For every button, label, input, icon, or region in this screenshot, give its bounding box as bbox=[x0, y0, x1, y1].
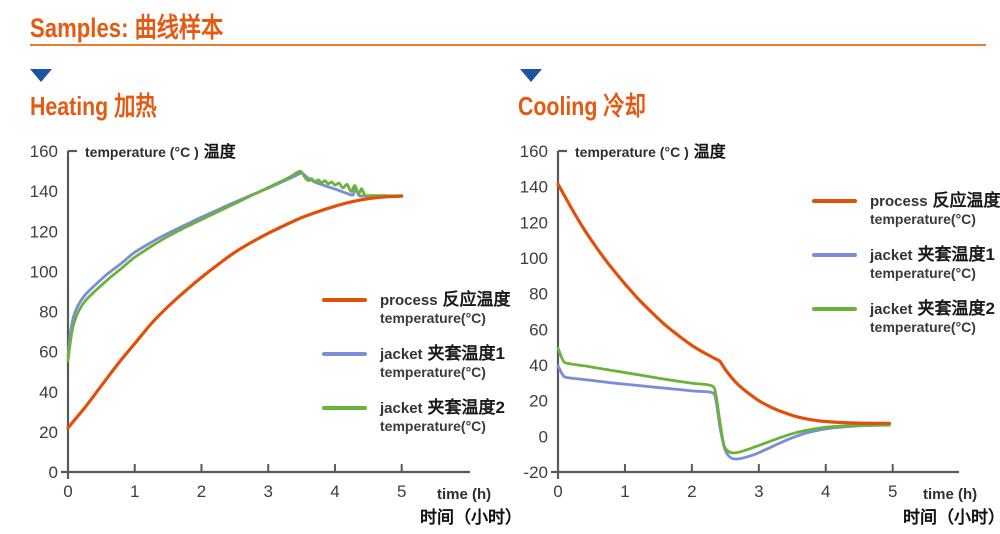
cooling-chart: 0 1 2 3 4 5 -20 0 20 40 60 80 100 120 140 160 bbox=[520, 142, 959, 501]
y-tick-label: 120 bbox=[520, 213, 548, 232]
y-axis-title-en: temperature (°C ) bbox=[575, 144, 689, 160]
y-tick-label: 160 bbox=[520, 142, 548, 161]
y-axis-title-en: temperature (°C ) bbox=[85, 144, 199, 160]
x-tick-label: 3 bbox=[754, 482, 763, 501]
legend-label-en: jacket bbox=[380, 400, 423, 417]
x-tick-label: 2 bbox=[687, 482, 696, 501]
process-line-swatch-icon bbox=[322, 298, 367, 302]
y-tick-label: 140 bbox=[30, 182, 58, 201]
x-tick-label: 4 bbox=[330, 482, 339, 501]
y-tick-label: 0 bbox=[539, 427, 548, 446]
heating-legend: process 反应温度 temperature(°C) jacket 夹套温度1 … bbox=[322, 290, 511, 452]
legend-label-en: jacket bbox=[870, 247, 913, 264]
legend-label-cn: 反应温度 bbox=[442, 290, 511, 309]
jacket2-line-swatch-icon bbox=[322, 406, 367, 410]
legend-sublabel: temperature(°C) bbox=[380, 310, 486, 326]
legend-label-en: process bbox=[380, 292, 438, 309]
legend-label-cn: 夹套温度1 bbox=[917, 245, 996, 264]
y-tick-label: 40 bbox=[529, 356, 548, 375]
legend-item-jacket2: jacket 夹套温度2 temperature(°C) bbox=[812, 299, 1000, 335]
y-tick-label: 100 bbox=[30, 262, 58, 281]
cooling-x-axis-title-en: time (h) bbox=[923, 486, 978, 503]
x-tick-label: 4 bbox=[821, 482, 830, 501]
legend-label-en: process bbox=[870, 193, 928, 210]
x-tick-label: 0 bbox=[553, 482, 562, 501]
x-tick-label: 5 bbox=[888, 482, 897, 501]
legend-label-en: jacket bbox=[870, 301, 913, 318]
legend-label-cn: 夹套温度2 bbox=[427, 398, 506, 417]
y-tick-label: 160 bbox=[30, 142, 58, 161]
legend-item-jacket1: jacket 夹套温度1 temperature(°C) bbox=[812, 245, 1000, 281]
y-tick-label: 20 bbox=[39, 423, 58, 442]
legend-label-cn: 夹套温度2 bbox=[917, 299, 996, 318]
y-tick-label: 140 bbox=[520, 178, 548, 197]
series-line-1 bbox=[556, 364, 891, 461]
y-tick-label: 120 bbox=[30, 222, 58, 241]
legend-label-en: jacket bbox=[380, 346, 423, 363]
series-line-0 bbox=[66, 194, 404, 430]
series-line-2 bbox=[556, 346, 891, 455]
legend-item-jacket1: jacket 夹套温度1 temperature(°C) bbox=[322, 344, 511, 380]
x-tick-label: 2 bbox=[197, 482, 206, 501]
y-axis-title-cn: 温度 bbox=[203, 144, 236, 161]
legend-label-cn: 夹套温度1 bbox=[427, 344, 506, 363]
y-tick-label: 0 bbox=[49, 463, 58, 482]
cooling-legend: process 反应温度 temperature(°C) jacket 夹套温度1 … bbox=[812, 191, 1000, 353]
cooling-heading: Cooling 冷却 bbox=[518, 91, 646, 121]
y-tick-label: 100 bbox=[520, 249, 548, 268]
legend-sublabel: temperature(°C) bbox=[380, 364, 486, 380]
title-divider bbox=[30, 44, 986, 46]
y-tick-label: 40 bbox=[39, 383, 58, 402]
cooling-y-axis-title: temperature (°C ) 温度 bbox=[575, 138, 726, 162]
heating-heading: Heating 加热 bbox=[30, 91, 157, 121]
x-tick-label: 1 bbox=[130, 482, 139, 501]
page-title: Samples: 曲线样本 bbox=[30, 13, 224, 43]
legend-item-jacket2: jacket 夹套温度2 temperature(°C) bbox=[322, 398, 511, 434]
heating-chart: 0 1 2 3 4 5 0 20 40 60 80 100 120 140 160 bbox=[30, 142, 470, 501]
x-tick-label: 3 bbox=[263, 482, 272, 501]
triangle-marker-icon bbox=[30, 69, 52, 82]
legend-item-process: process 反应温度 temperature(°C) bbox=[812, 191, 1000, 227]
jacket1-line-swatch-icon bbox=[812, 253, 857, 257]
y-axis-title-cn: 温度 bbox=[693, 144, 726, 161]
legend-sublabel: temperature(°C) bbox=[380, 418, 486, 434]
y-tick-label: 20 bbox=[529, 392, 548, 411]
legend-label-cn: 反应温度 bbox=[932, 191, 1000, 210]
y-tick-label: -20 bbox=[523, 463, 548, 482]
y-tick-label: 80 bbox=[529, 285, 548, 304]
y-tick-label: 60 bbox=[529, 320, 548, 339]
heating-y-axis-title: temperature (°C ) 温度 bbox=[85, 138, 236, 162]
x-tick-label: 0 bbox=[63, 482, 72, 501]
jacket2-line-swatch-icon bbox=[812, 307, 857, 311]
triangle-marker-icon bbox=[520, 69, 542, 82]
y-tick-label: 80 bbox=[39, 303, 58, 322]
jacket1-line-swatch-icon bbox=[322, 352, 367, 356]
x-tick-label: 5 bbox=[397, 482, 406, 501]
series-line-2 bbox=[66, 169, 404, 363]
legend-item-process: process 反应温度 temperature(°C) bbox=[322, 290, 511, 326]
y-tick-label: 60 bbox=[39, 343, 58, 362]
series-line-0 bbox=[556, 182, 891, 425]
legend-sublabel: temperature(°C) bbox=[870, 211, 976, 227]
x-tick-label: 1 bbox=[620, 482, 629, 501]
legend-sublabel: temperature(°C) bbox=[870, 265, 976, 281]
cooling-x-axis-title-cn: 时间（小时） bbox=[903, 508, 1000, 527]
heating-x-axis-title-en: time (h) bbox=[437, 486, 492, 503]
heating-x-axis-title-cn: 时间（小时） bbox=[420, 508, 522, 527]
legend-sublabel: temperature(°C) bbox=[870, 319, 976, 335]
process-line-swatch-icon bbox=[812, 199, 857, 203]
